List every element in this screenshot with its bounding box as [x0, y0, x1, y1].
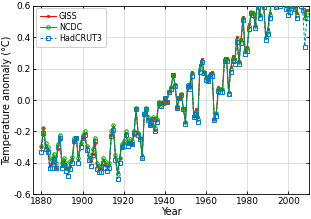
- HadCRUT3: [116, 177, 119, 180]
- NCDC: [237, 61, 241, 64]
- Line: GISS: GISS: [40, 0, 308, 174]
- NCDC: [39, 144, 43, 147]
- HadCRUT3: [112, 129, 115, 131]
- NCDC: [112, 124, 115, 127]
- HadCRUT3: [249, 12, 253, 15]
- GISS: [216, 86, 220, 89]
- GISS: [112, 125, 115, 128]
- NCDC: [155, 118, 159, 120]
- GISS: [249, 11, 253, 13]
- NCDC: [179, 92, 183, 95]
- HadCRUT3: [39, 151, 43, 153]
- Line: NCDC: NCDC: [40, 0, 309, 176]
- HadCRUT3: [155, 121, 159, 123]
- GISS: [116, 171, 119, 174]
- HadCRUT3: [237, 62, 241, 65]
- Line: HadCRUT3: HadCRUT3: [40, 0, 309, 180]
- GISS: [305, 9, 309, 12]
- HadCRUT3: [179, 94, 183, 97]
- GISS: [237, 59, 241, 62]
- Y-axis label: Temperature anomaly (°C): Temperature anomaly (°C): [2, 35, 12, 165]
- NCDC: [116, 173, 119, 175]
- GISS: [39, 146, 43, 148]
- X-axis label: Year: Year: [161, 207, 181, 217]
- NCDC: [305, 11, 309, 13]
- GISS: [179, 92, 183, 95]
- Legend: GISS, NCDC, HadCRUT3: GISS, NCDC, HadCRUT3: [35, 8, 106, 47]
- NCDC: [249, 11, 253, 13]
- HadCRUT3: [216, 89, 220, 92]
- GISS: [155, 119, 159, 122]
- NCDC: [216, 88, 220, 90]
- HadCRUT3: [305, 17, 309, 19]
